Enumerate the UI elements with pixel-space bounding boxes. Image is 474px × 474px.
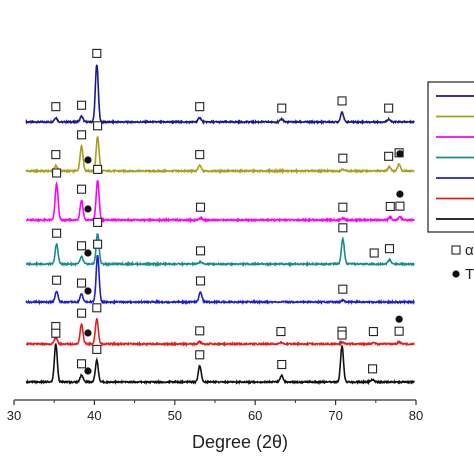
- titanium-phase-marker: [84, 367, 92, 375]
- titanium-phase-marker: [396, 190, 404, 198]
- alpha-phase-marker: [195, 102, 205, 112]
- titanium-phase-marker: [395, 315, 403, 323]
- titanium-phase-marker: [84, 156, 92, 164]
- legend-titanium-symbol: [452, 270, 460, 278]
- series-6: [25, 303, 416, 348]
- alpha-phase-marker: [337, 96, 347, 106]
- alpha-phase-marker: [195, 246, 206, 256]
- alpha-phase-marker: [92, 303, 102, 313]
- alpha-phase-marker: [394, 326, 404, 336]
- series-4-line: [25, 233, 415, 268]
- alpha-phase-marker: [368, 327, 378, 337]
- alpha-phase-marker: [337, 330, 347, 340]
- x-tick-label-60: 60: [248, 408, 262, 423]
- alpha-phase-marker: [277, 103, 287, 113]
- alpha-phase-marker: [369, 248, 379, 258]
- alpha-phase-marker: [51, 328, 61, 338]
- alpha-phase-marker: [76, 184, 87, 194]
- series-2-line: [25, 135, 415, 175]
- titanium-phase-marker: [84, 287, 92, 295]
- alpha-phase-marker: [384, 151, 394, 161]
- alpha-phase-marker: [93, 239, 103, 249]
- titanium-phase-marker: [396, 150, 404, 158]
- alpha-phase-marker: [76, 278, 87, 288]
- series-3: [25, 164, 416, 224]
- x-tick-label-30: 30: [7, 408, 21, 423]
- alpha-phase-marker: [277, 359, 287, 370]
- alpha-phase-marker: [93, 217, 103, 227]
- x-tick-label-70: 70: [328, 408, 342, 423]
- alpha-phase-marker: [384, 244, 395, 254]
- alpha-phase-marker: [76, 359, 87, 369]
- x-axis: 30 40 50 60 70 80: [7, 399, 423, 423]
- series-4: [25, 217, 415, 268]
- alpha-phase-marker: [385, 201, 395, 212]
- legend-alpha-symbol: [451, 245, 461, 255]
- alpha-phase-marker: [384, 103, 394, 113]
- series-3-line: [25, 180, 416, 224]
- series-5-line: [25, 254, 415, 306]
- titanium-phase-marker: [84, 329, 92, 337]
- alpha-phase-marker: [395, 201, 405, 211]
- x-tick-label-80: 80: [409, 408, 423, 423]
- alpha-phase-marker: [338, 202, 348, 212]
- alpha-phase-marker: [195, 326, 205, 336]
- alpha-phase-marker: [92, 48, 102, 58]
- series-1-line: [25, 64, 415, 126]
- titanium-phase-marker: [84, 249, 92, 257]
- legend-marker-label-2: T: [465, 266, 474, 283]
- alpha-phase-marker: [51, 150, 61, 160]
- alpha-phase-marker: [195, 150, 205, 160]
- x-tick-label-50: 50: [168, 408, 182, 423]
- series-7-line: [25, 342, 415, 386]
- legend: αT: [427, 81, 474, 283]
- alpha-phase-marker: [93, 164, 103, 174]
- titanium-phase-marker: [84, 205, 92, 213]
- alpha-phase-marker: [195, 202, 206, 212]
- series-6-line: [25, 317, 416, 348]
- series-7: [25, 328, 415, 386]
- alpha-phase-marker: [76, 241, 87, 251]
- alpha-phase-marker: [52, 275, 62, 285]
- alpha-phase-marker: [92, 344, 102, 354]
- alpha-phase-marker: [76, 130, 87, 140]
- alpha-phase-marker: [52, 168, 62, 178]
- alpha-phase-marker: [276, 327, 286, 337]
- x-axis-title: Degree (2θ): [192, 432, 288, 452]
- alpha-phase-marker: [338, 284, 348, 294]
- legend-marker-label-1: α: [465, 242, 474, 259]
- alpha-phase-marker: [338, 223, 348, 233]
- alpha-phase-marker: [195, 276, 206, 286]
- plot-area: [25, 48, 416, 386]
- alpha-phase-marker: [338, 153, 348, 163]
- x-tick-label-40: 40: [87, 408, 101, 423]
- alpha-phase-marker: [76, 308, 87, 318]
- alpha-phase-marker: [51, 102, 61, 112]
- alpha-phase-marker: [52, 228, 62, 238]
- alpha-phase-marker: [195, 350, 205, 360]
- series-2: [25, 121, 415, 175]
- alpha-phase-marker: [76, 100, 87, 110]
- series-1: [25, 48, 415, 126]
- alpha-phase-marker: [368, 364, 378, 374]
- series-5: [25, 239, 415, 306]
- alpha-phase-marker: [93, 121, 103, 131]
